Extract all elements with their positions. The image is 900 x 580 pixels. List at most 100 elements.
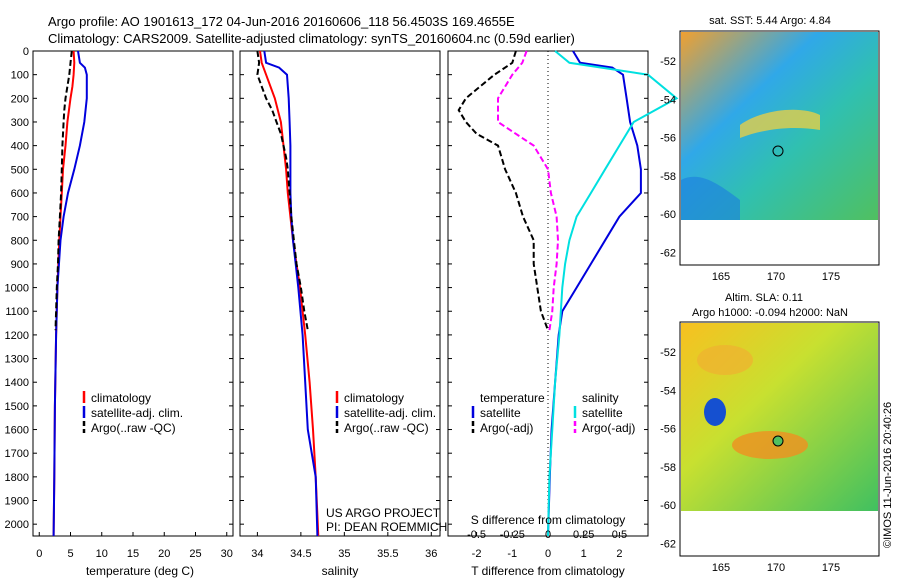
sst-warm-band: [740, 109, 820, 138]
map-lat-label: -52: [660, 347, 676, 359]
x-tick-label: 0: [545, 548, 551, 560]
sla-low-eddy: [704, 398, 726, 426]
series-line-argo-adj-: [457, 50, 549, 331]
sla-high-band: [732, 431, 808, 459]
depth-tick-label: 0: [23, 46, 29, 58]
legend-label-climatology: climatology: [91, 391, 151, 405]
temperature-series: [52, 50, 88, 537]
top-tick-label: -0.25: [500, 529, 525, 541]
salinity-diff-tick-labels: -0.5 -0.25 0 0.25 0.5: [467, 529, 627, 541]
sla-map-title: Altim. SLA: 0.11: [725, 292, 803, 304]
map-lat-label: -62: [660, 539, 676, 551]
legend-heading-salinity: salinity: [582, 391, 619, 405]
difference-xlabel: T difference from climatology: [471, 564, 625, 578]
x-tick-label: 35.5: [377, 548, 398, 560]
map-lat-label: -56: [660, 424, 676, 436]
map-lon-label: 175: [822, 562, 840, 574]
series-line-argo-adj-: [497, 50, 560, 331]
depth-tick-label: 2000: [5, 519, 29, 531]
map-lat-label: -58: [660, 171, 676, 183]
x-tick-label: 0: [36, 548, 42, 560]
salinity-tick-labels: 34 34.5 35 35.5 36: [251, 532, 437, 560]
x-tick-label: 5: [67, 548, 73, 560]
depth-tick-label: 1400: [5, 377, 29, 389]
salinity-legend: climatology satellite-adj. clim. Argo(..…: [335, 391, 436, 435]
header-line-1: Argo profile: AO 1901613_172 04-Jun-2016…: [48, 14, 515, 29]
legend-label-temp-argo: Argo(-adj): [480, 421, 533, 435]
depth-tick-label: 1800: [5, 472, 29, 484]
sst-cold-region: [681, 176, 740, 220]
sla-argo-marker: [772, 435, 784, 447]
depth-tick-label: 1900: [5, 496, 29, 508]
map-lon-label: 170: [767, 562, 785, 574]
depth-tick-label: 1300: [5, 354, 29, 366]
depth-tick-label: 1100: [5, 306, 29, 318]
map-lat-label: -60: [660, 209, 676, 221]
map-lon-label: 165: [712, 562, 730, 574]
depth-tick-label: 200: [11, 93, 29, 105]
legend-label-satellite: satellite-adj. clim.: [344, 406, 436, 420]
depth-tick-label: 100: [11, 70, 29, 82]
difference-tick-labels: -2 -1 0 1 2: [472, 532, 622, 560]
sst-argo-marker: [772, 145, 784, 157]
depth-tick-label: 600: [11, 188, 29, 200]
x-tick-label: 10: [96, 548, 108, 560]
map-lon-label: 165: [712, 271, 730, 283]
pi-label: PI: DEAN ROEMMICH: [326, 520, 447, 534]
series-line-satellite-adj-clim-: [263, 50, 319, 537]
x-tick-label: 35: [338, 548, 350, 560]
difference-legend: temperature satellite Argo(-adj) salinit…: [471, 391, 635, 435]
difference-xlabel-top: S difference from climatology: [471, 513, 626, 527]
depth-tick-label: 900: [11, 259, 29, 271]
x-tick-label: 15: [127, 548, 139, 560]
depth-tick-label: 700: [11, 212, 29, 224]
legend-label-climatology: climatology: [344, 391, 404, 405]
map-lat-label: -54: [660, 385, 676, 397]
depth-tick-label: 1500: [5, 401, 29, 413]
salinity-xlabel: salinity: [322, 564, 359, 578]
sst-map-title: sat. SST: 5.44 Argo: 4.84: [709, 15, 831, 27]
depth-tick-label: 1000: [5, 283, 29, 295]
map-lat-label: -54: [660, 94, 676, 106]
imos-stamp: ©IMOS 11-Jun-2016 20:40:26: [882, 402, 894, 548]
sla-map: Altim. SLA: 0.11 Argo h1000: -0.094 h200…: [660, 292, 880, 574]
map-lat-label: -56: [660, 133, 676, 145]
sla-high-patch: [697, 345, 753, 375]
x-tick-label: 34.5: [290, 548, 311, 560]
sst-map: sat. SST: 5.44 Argo: 4.84 -52 -54 -56 -58 -6…: [660, 15, 880, 283]
map-lat-label: -62: [660, 248, 676, 260]
sla-map-tick-labels: -52 -54 -56 -58 -60 -62 165 170 175: [660, 347, 840, 574]
x-tick-label: -1: [507, 548, 517, 560]
project-label: US ARGO PROJECT: [326, 506, 441, 520]
depth-tick-label: 1700: [5, 448, 29, 460]
legend-label-argo: Argo(..raw -QC): [344, 421, 429, 435]
depth-tick-label: 1600: [5, 425, 29, 437]
salinity-axes: [239, 50, 441, 537]
x-tick-label: 2: [616, 548, 622, 560]
map-lat-label: -52: [660, 56, 676, 68]
depth-tick-label: 1200: [5, 330, 29, 342]
map-lat-label: -58: [660, 462, 676, 474]
x-tick-label: 34: [251, 548, 263, 560]
x-tick-label: 20: [158, 548, 170, 560]
map-lat-label: -60: [660, 500, 676, 512]
temperature-tick-labels: 0 5 10 15 20 25 30: [36, 532, 233, 560]
legend-label-sal-argo: Argo(-adj): [582, 421, 635, 435]
depth-tick-label: 300: [11, 117, 29, 129]
depth-tick-label: 400: [11, 141, 29, 153]
legend-heading-temperature: temperature: [480, 391, 545, 405]
x-tick-label: 30: [221, 548, 233, 560]
difference-panel: -2 -1 0 1 2 T difference from climatology S …: [447, 50, 679, 578]
top-tick-label: 0.25: [573, 529, 594, 541]
x-tick-label: 36: [425, 548, 437, 560]
depth-tick-label: 800: [11, 235, 29, 247]
legend-label-satellite: satellite-adj. clim.: [91, 406, 183, 420]
x-tick-label: 25: [189, 548, 201, 560]
depth-tick-labels: 0 100 200 300 400 500 600 700 800 900 1000 1100 1200…: [5, 46, 29, 531]
legend-label-temp-satellite: satellite: [480, 406, 521, 420]
top-tick-label: 0: [545, 529, 551, 541]
series-line-satellite-adj-clim-: [52, 50, 88, 537]
depth-tick-label: 500: [11, 164, 29, 176]
top-tick-label: 0.5: [612, 529, 627, 541]
